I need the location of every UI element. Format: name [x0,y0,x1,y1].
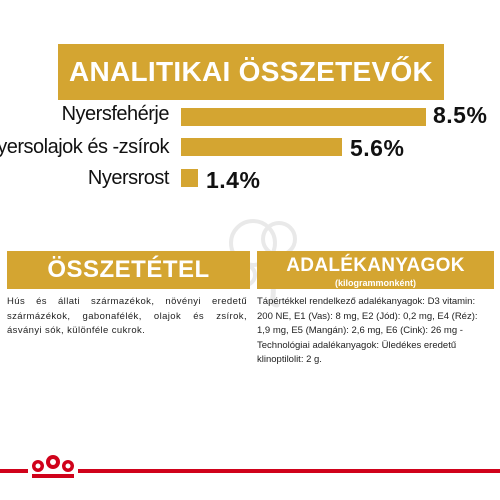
additives-heading: ADALÉKANYAGOK [286,255,465,276]
additives-heading-box: ADALÉKANYAGOK (kilogrammonként) [257,251,494,289]
bar-fat [181,138,342,156]
royal-crown-logo [28,452,78,480]
row-label-protein: Nyersfehérje [61,103,170,125]
bar-fiber [181,169,198,187]
title-banner: ANALITIKAI ÖSSZETEVŐK [58,44,444,100]
additives-text: Tápértékkel rendelkező adalékanyagok: D3… [257,296,478,365]
composition-heading: ÖSSZETÉTEL [7,251,250,289]
page-title: ANALITIKAI ÖSSZETEVŐK [68,56,434,87]
composition-text: Hús és állati származékok, növényi erede… [7,296,247,336]
value-fiber: 1.4% [206,167,261,193]
footer-red-line [0,469,500,473]
value-protein: 8.5% [433,102,488,128]
row-label-fat: Nyersolajok és -zsírok [0,136,169,158]
additives-subheading: (kilogrammonként) [334,278,416,288]
bar-protein [181,108,426,126]
row-label-fiber: Nyersrost [87,167,170,189]
value-fat: 5.6% [350,135,405,161]
